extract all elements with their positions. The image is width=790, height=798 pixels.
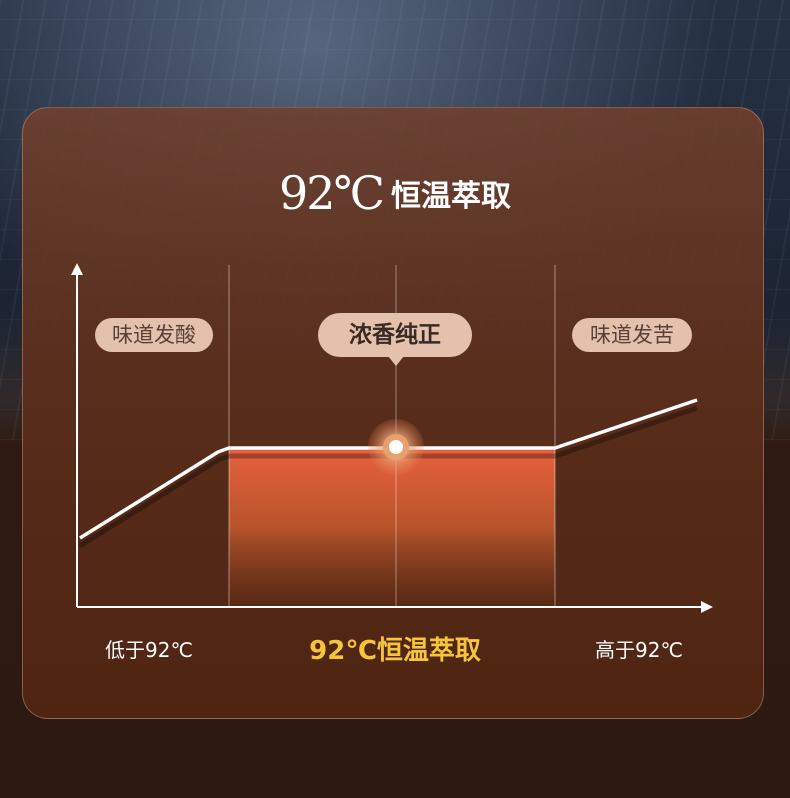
title-text: 恒温萃取	[391, 179, 511, 214]
x-axis-arrow	[701, 601, 713, 613]
axis-label-high: 高于92℃	[595, 638, 683, 662]
callout-pointer	[388, 356, 404, 366]
temperature-curve	[79, 398, 698, 540]
page-title: 92℃ 恒温萃取	[0, 166, 790, 220]
label-sour: 味道发酸	[95, 318, 213, 352]
optimal-point	[389, 440, 403, 454]
label-optimal: 浓香纯正	[318, 313, 472, 357]
label-bitter: 味道发苦	[572, 318, 692, 352]
info-card	[22, 107, 764, 719]
title-temperature: 92℃	[279, 166, 385, 220]
axis-label-optimal: 92℃恒温萃取	[309, 636, 481, 666]
curve-shadow	[78, 405, 698, 549]
y-axis-arrow	[71, 263, 83, 275]
axis-label-low: 低于92℃	[105, 638, 193, 662]
